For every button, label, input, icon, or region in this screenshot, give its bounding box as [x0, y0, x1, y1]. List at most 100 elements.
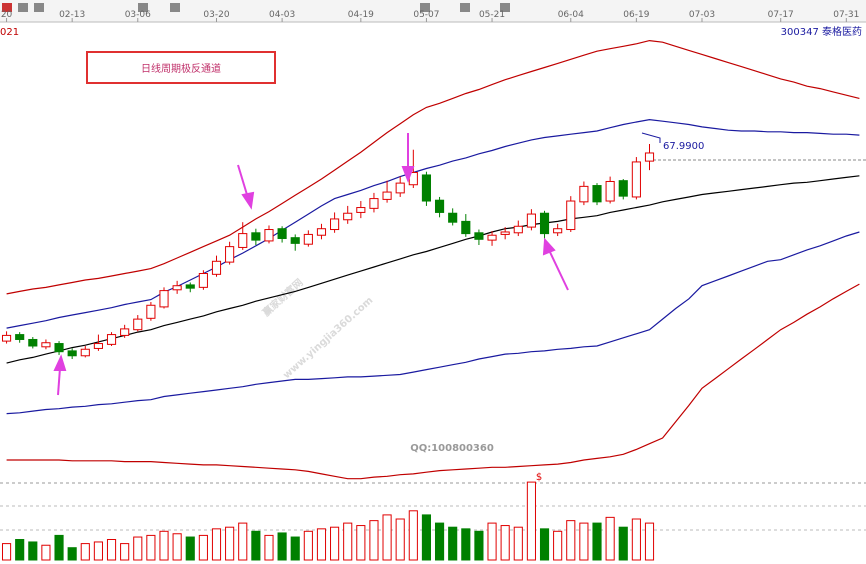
candle-body [382, 191, 392, 200]
candle-body [277, 228, 287, 239]
volume-bar [146, 534, 156, 561]
candle-body [461, 220, 471, 235]
volume-bar [434, 522, 445, 561]
volume-bar [513, 526, 523, 561]
band-line [6, 39, 860, 295]
candle-body [356, 207, 366, 213]
candle-body [421, 174, 432, 202]
volume-bar [500, 525, 510, 561]
volume-bar [1, 543, 12, 561]
tool-icon[interactable] [18, 3, 28, 12]
candle-body [67, 350, 77, 357]
volume-bar [421, 514, 432, 561]
date-axis: 20 02-13 03-06 03-20 04-03 04-19 05-07 05-21 06-… [1, 10, 859, 22]
date-label: 04-19 [348, 10, 374, 20]
date-label: 06-04 [558, 10, 584, 20]
band-line [6, 175, 860, 364]
volume-bar [303, 530, 313, 561]
tool-icon[interactable] [34, 3, 44, 12]
candle-body [579, 185, 589, 203]
candle-body [369, 198, 379, 209]
band-line [6, 231, 860, 415]
date-label: 03-20 [203, 10, 229, 20]
candle-body [605, 180, 615, 202]
price-label: 67.9900 [663, 141, 704, 152]
volume-bar [54, 534, 64, 561]
volume-bar [211, 528, 222, 561]
date-label: 20 [1, 10, 13, 20]
candle-body [93, 343, 103, 349]
toolbar-icons [2, 3, 510, 12]
tool-icon[interactable] [2, 3, 12, 12]
candle-body [631, 161, 641, 198]
arrowhead [53, 354, 67, 371]
volume-bar [316, 528, 327, 561]
arrow [548, 249, 569, 291]
candle-body [343, 212, 353, 221]
candle-body [264, 229, 274, 242]
volume-bar [159, 530, 169, 561]
candle-body [198, 273, 208, 288]
tool-icon[interactable] [500, 3, 510, 12]
arrowhead [241, 191, 255, 210]
date-label: 04-03 [269, 10, 295, 20]
date-label: 05-21 [479, 10, 505, 20]
volume-bar [67, 547, 77, 561]
volume-bar [461, 528, 471, 561]
volume-bar [592, 522, 602, 561]
volume-bar [539, 528, 550, 561]
candle-body [644, 152, 655, 162]
volume-bar [579, 522, 589, 561]
volume-bar [618, 526, 628, 561]
candle-body [41, 342, 51, 348]
candle-body [172, 285, 182, 291]
candle-body [106, 334, 117, 345]
date-label: 07-31 [833, 10, 859, 20]
volume-bar [264, 534, 274, 561]
tool-icon[interactable] [138, 3, 148, 12]
candle-body [159, 290, 169, 308]
candle-body [54, 343, 64, 353]
date-label: 07-03 [689, 10, 715, 20]
candle-body [434, 199, 445, 213]
candles [1, 144, 655, 360]
volume-bars [1, 481, 655, 561]
band-line [6, 118, 860, 329]
arrow [237, 164, 249, 199]
toolbar [0, 0, 866, 22]
candle-body [316, 228, 327, 236]
candle-body [553, 228, 563, 234]
volume-bar [106, 539, 117, 561]
candle-body [28, 338, 38, 347]
candle-body [251, 232, 261, 241]
price-pointer [641, 132, 661, 143]
candle-body [474, 232, 484, 240]
volume-bar [277, 532, 287, 561]
date-label: 06-19 [623, 10, 649, 20]
tool-icon[interactable] [420, 3, 430, 12]
candle-body [120, 328, 130, 336]
arrowhead [401, 166, 415, 183]
volume-bar [644, 522, 655, 561]
candle-body [133, 318, 143, 331]
candle-body [526, 213, 536, 228]
candle-body [539, 212, 550, 235]
arrow [57, 367, 61, 396]
volume-bar [80, 543, 90, 561]
watermark-url: www.yingjia360.com [281, 295, 375, 381]
volume-bar [408, 510, 418, 561]
candle-body [225, 246, 235, 263]
tool-icon[interactable] [460, 3, 470, 12]
candle-body [238, 233, 248, 248]
candle-body [487, 234, 497, 241]
volume-bar [487, 522, 497, 561]
candle-body [618, 180, 628, 197]
watermark: 赢家财富网 www.yingjia360.com [260, 276, 376, 381]
tool-icon[interactable] [170, 3, 180, 12]
title-box [86, 51, 276, 84]
chart-title: 日线周期极反通道 [141, 62, 221, 75]
volume-bar [631, 518, 641, 561]
